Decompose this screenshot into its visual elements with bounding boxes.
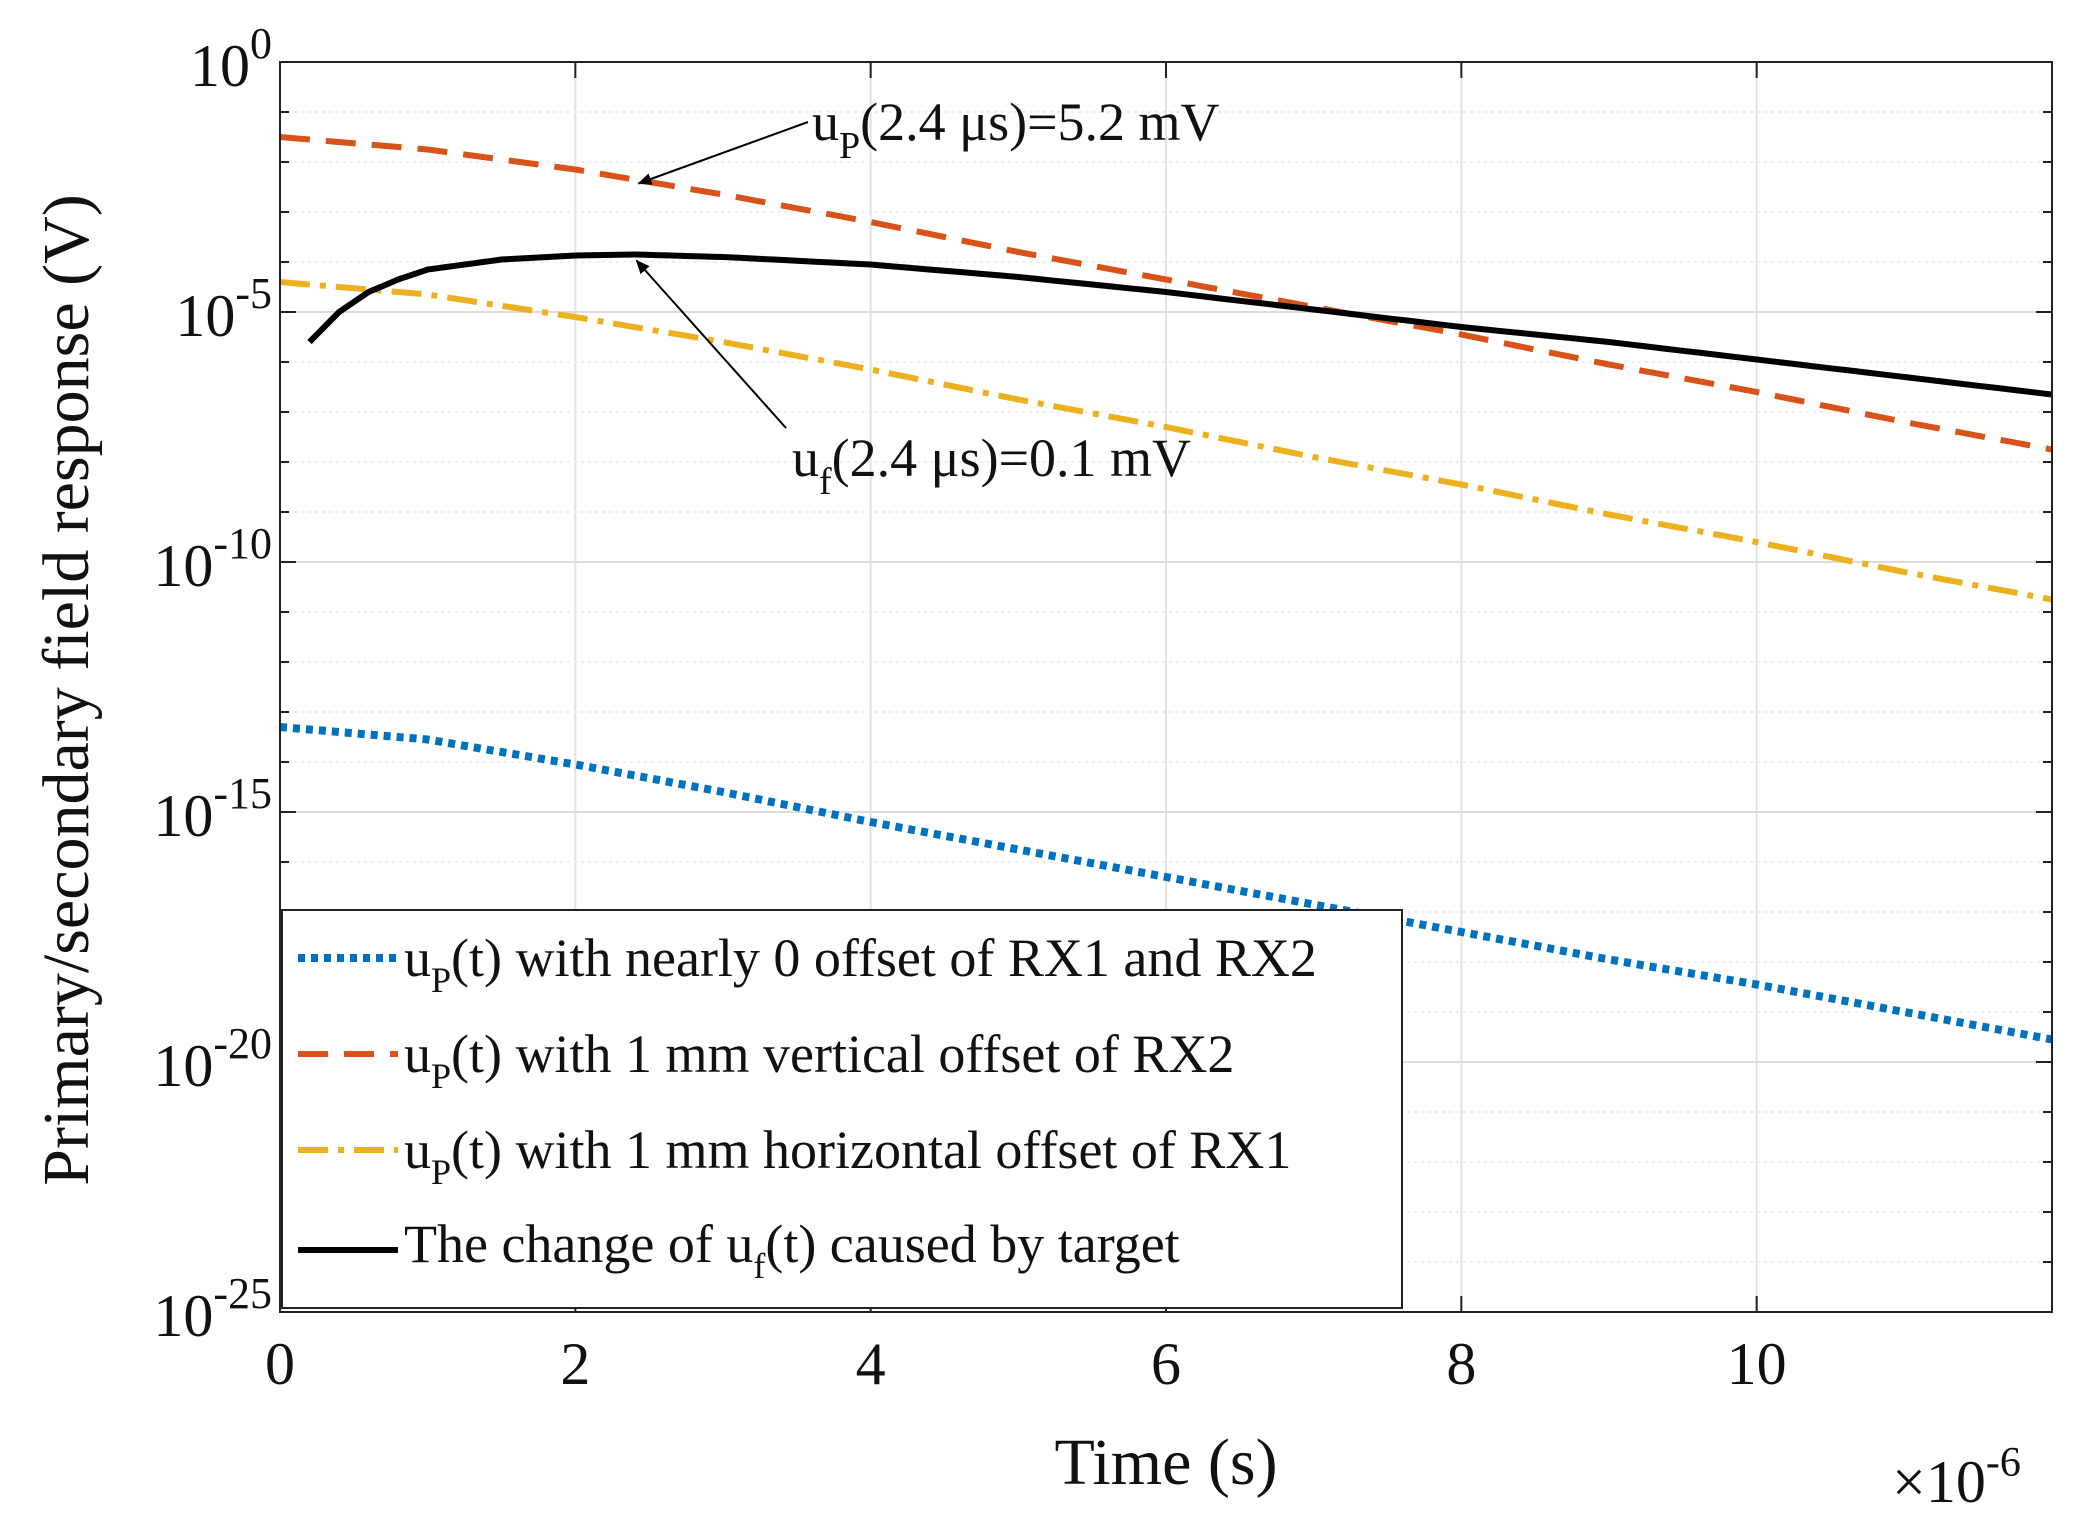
series-line-dotted xyxy=(280,723,2052,1044)
series-line-solid xyxy=(307,251,2052,398)
series-lines xyxy=(280,134,2052,1044)
series-line-dashed xyxy=(280,134,2052,453)
annotation-arrow-up xyxy=(637,121,809,185)
x-tick-label: 0 xyxy=(265,1331,295,1397)
x-tick-label: 4 xyxy=(856,1331,886,1397)
x-tick-label: 10 xyxy=(1727,1331,1787,1397)
y-tick-label: 10-10 xyxy=(153,519,272,599)
annotation-arrow-uf xyxy=(635,259,787,429)
x-multiplier: ×10-6 xyxy=(1892,1440,2021,1514)
x-tick-labels: 0 2 4 6 8 10 xyxy=(265,1331,1787,1397)
series-line-dashdot xyxy=(280,279,2052,603)
annotation-uf: uf(2.4 μs)=0.1 mV xyxy=(792,428,1191,503)
annotations: uP(2.4 μs)=5.2 mV uf(2.4 μs)=0.1 mV xyxy=(635,92,1220,503)
annotation-up: uP(2.4 μs)=5.2 mV xyxy=(812,92,1220,167)
x-axis-label: Time (s) xyxy=(1054,1426,1277,1499)
legend: uP(t) with nearly 0 offset of RX1 and RX… xyxy=(281,909,1403,1309)
legend-entry-dashed: uP(t) with 1 mm vertical offset of RX2 xyxy=(404,1024,1234,1096)
x-tick-label: 2 xyxy=(560,1331,590,1397)
legend-entry-solid: The change of uf(t) caused by target xyxy=(404,1214,1180,1286)
y-tick-label: 10-5 xyxy=(175,269,272,349)
y-tick-label: 10-20 xyxy=(153,1019,272,1099)
y-axis-label: Primary/secondary field response (V) xyxy=(30,194,103,1186)
y-tick-labels: 100 10-5 10-10 10-15 10-20 10-25 xyxy=(153,19,272,1349)
y-tick-label: 10-25 xyxy=(153,1269,272,1349)
legend-entry-dotted: uP(t) with nearly 0 offset of RX1 and RX… xyxy=(404,928,1317,1000)
legend-entry-dashdot: uP(t) with 1 mm horizontal offset of RX1 xyxy=(404,1120,1291,1192)
x-tick-label: 8 xyxy=(1446,1331,1476,1397)
x-tick-label: 6 xyxy=(1151,1331,1181,1397)
legend-box xyxy=(281,909,1403,1309)
y-tick-label: 100 xyxy=(190,19,272,99)
y-tick-label: 10-15 xyxy=(153,769,272,849)
